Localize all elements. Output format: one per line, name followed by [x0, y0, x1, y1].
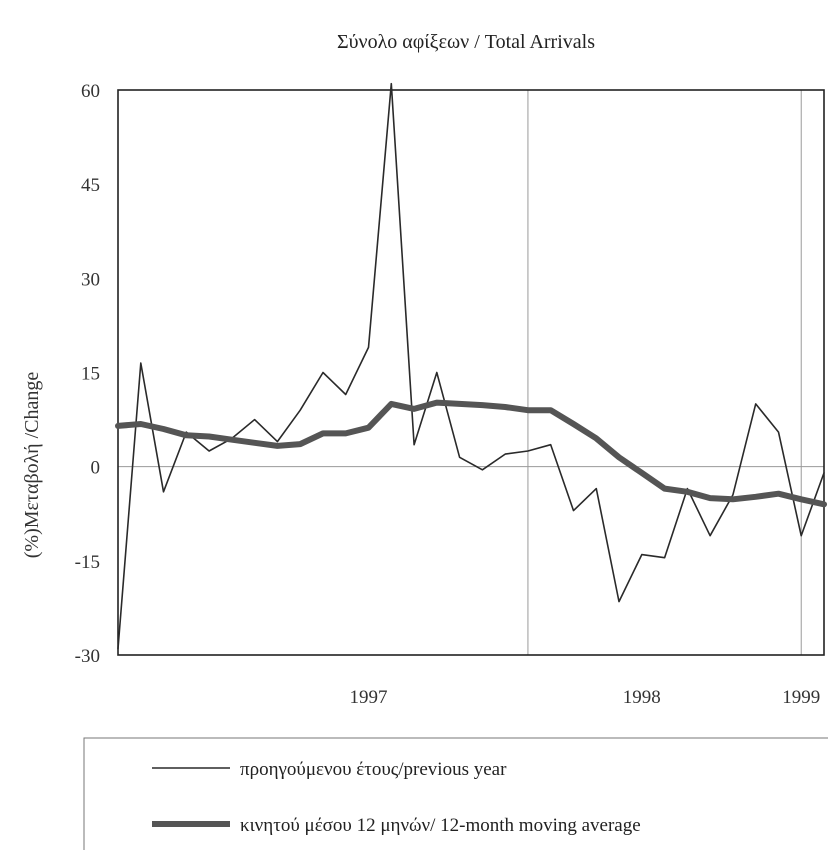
y-tick-label: -15	[75, 552, 100, 573]
chart-title: Σύνολο αφίξεων / Total Arrivals	[337, 31, 595, 53]
y-axis-label: (%)Μεταβολή /Change	[21, 372, 43, 559]
y-tick-label: 30	[81, 269, 100, 290]
y-tick-label: 0	[91, 458, 101, 479]
legend-label-previous-year: προηγούμενου έτους/previous year	[240, 759, 507, 780]
gridlines	[118, 90, 824, 655]
x-tick-labels: 1997 1998 1999	[350, 687, 821, 708]
legend-box	[83, 737, 828, 850]
y-tick-label: 60	[81, 81, 100, 102]
legend: προηγούμενου έτους/previous year κινητού…	[83, 737, 828, 850]
y-tick-labels: 60 45 30 15 0 -15 -30	[75, 81, 100, 667]
x-tick-label: 1998	[623, 687, 661, 708]
legend-label-moving-average: κινητού μέσου 12 μηνών/ 12-month moving …	[240, 815, 641, 836]
y-tick-label: 15	[81, 364, 100, 385]
y-tick-label: -30	[75, 646, 100, 667]
plot-frame	[117, 89, 825, 656]
x-tick-label: 1999	[782, 687, 820, 708]
y-axis: (%)Μεταβολή /Change 60 45 30 15 0 -15 -30	[21, 81, 100, 667]
series-lines	[115, 82, 827, 650]
y-tick-label: 45	[81, 175, 100, 196]
x-tick-label: 1997	[350, 687, 388, 708]
series-line-moving-average	[115, 399, 827, 508]
series-line-previous-year	[117, 82, 825, 650]
